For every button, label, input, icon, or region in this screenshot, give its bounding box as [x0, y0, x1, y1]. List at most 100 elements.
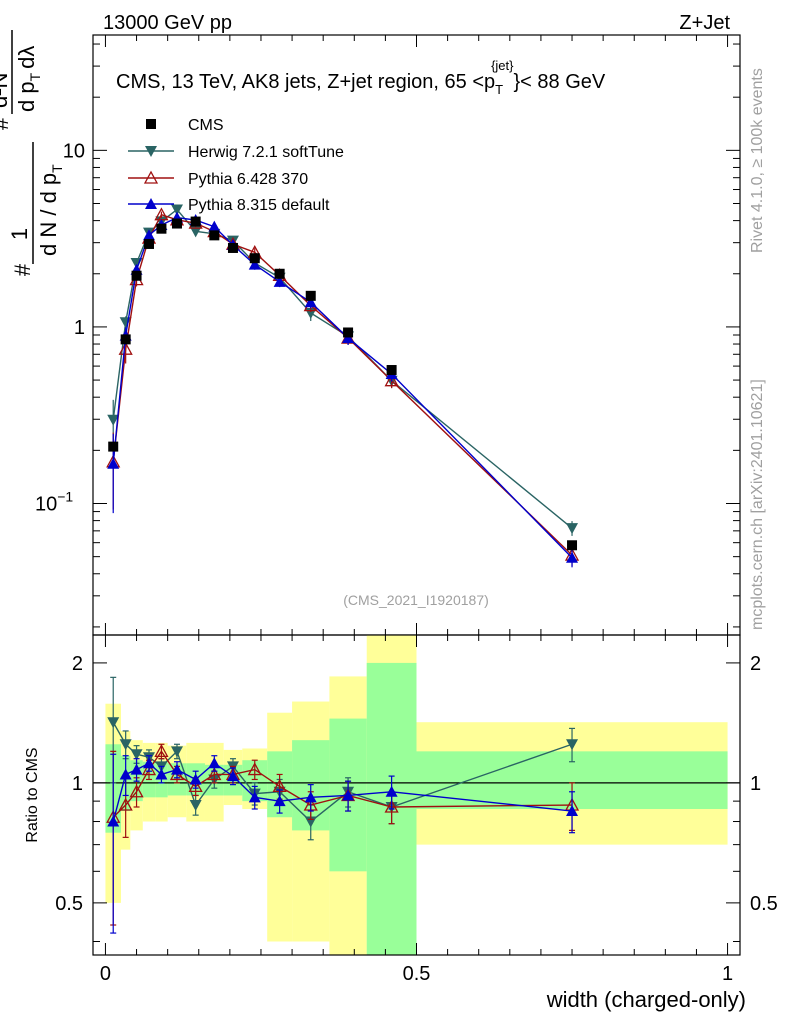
y-axis-ratio-label: Ratio to CMS: [24, 747, 41, 842]
ylabel-den-hash: #: [0, 117, 13, 130]
point-pythia-main-11: [304, 296, 317, 308]
band-green-13: [366, 662, 417, 955]
y-tick-label-main-2: 10−1: [35, 488, 73, 515]
point-pythia-main-10: [273, 275, 286, 287]
ylabel-frac-den: d pTdλ: [14, 46, 43, 112]
y-tick-label-ratio-right-0: 2: [750, 653, 761, 675]
point-pythia-ratio-1: [118, 797, 133, 811]
point-pythia-main-7: [208, 220, 221, 232]
header-right-label: Z+Jet: [679, 12, 730, 34]
plot-title-prefix: CMS, 13 TeV, AK8 jets, Z+jet region, 65 …: [116, 71, 495, 93]
legend-marker-0: [146, 119, 156, 129]
ylabel-frac-den-text: d p: [14, 81, 39, 112]
y-tick-label-main-0: 10: [63, 140, 85, 162]
point-pythia-ratio-7: [207, 767, 222, 781]
point-cms-1: [120, 334, 131, 345]
header-left-label: 13000 GeV pp: [103, 12, 232, 34]
legend-marker-1: [145, 146, 157, 157]
point-pythia-ratio-1: [119, 768, 132, 780]
point-pythia-main-9: [248, 258, 261, 270]
x-tick-label-1: 0.5: [403, 963, 431, 985]
series-main-0: [107, 204, 579, 536]
point-cms-9: [249, 253, 260, 264]
ylabel-den-text: d N / d p: [36, 173, 61, 256]
band-yellow-10: [267, 712, 293, 942]
plot-title: CMS, 13 TeV, AK8 jets, Z+jet region, 65 …: [116, 58, 606, 97]
x-tick-label-2: 1: [722, 963, 733, 985]
point-pythia-ratio-6: [189, 773, 202, 785]
point-pythia-main-3: [142, 229, 155, 241]
legend-label-2: Pythia 6.428 370: [188, 171, 308, 188]
point-pythia-ratio-12: [342, 789, 355, 801]
legend-label-3: Pythia 8.315 default: [188, 197, 330, 214]
point-cms-8: [227, 242, 238, 253]
y-tick-label-ratio-left-1: 1: [72, 773, 83, 795]
point-herwig-main-6: [189, 226, 202, 238]
ylabel-hash: #: [10, 263, 35, 276]
point-pythia-ratio-4: [155, 768, 168, 780]
point-herwig-ratio-0: [107, 717, 120, 729]
point-pythia-main-1: [118, 341, 133, 355]
point-pythia-ratio-8: [226, 770, 239, 782]
x-tick-label-0: 0: [100, 963, 111, 985]
x-axis-label: width (charged-only): [546, 987, 746, 1012]
point-pythia-ratio-9: [247, 762, 262, 776]
point-cms-5: [171, 218, 182, 229]
point-pythia-ratio-2: [130, 763, 143, 775]
point-pythia-main-0: [107, 457, 120, 469]
point-cms-0: [108, 441, 119, 452]
y-tick-label-ratio-right-1: 1: [750, 773, 761, 795]
ylabel-den-sub: T: [49, 164, 65, 173]
point-pythia-ratio-4: [154, 743, 169, 757]
legend-marker-3: [145, 198, 157, 209]
point-cms-6: [190, 216, 201, 227]
legend: CMS Herwig 7.2.1 softTune Pythia 6.428 370…: [128, 117, 344, 214]
point-pythia-ratio-7: [208, 757, 221, 769]
point-pythia-ratio-9: [248, 791, 261, 803]
point-pythia-main-14: [566, 551, 579, 563]
analysis-id-label: (CMS_2021_I1920187): [343, 592, 489, 608]
point-herwig-ratio-2: [130, 749, 143, 761]
point-cms-12: [343, 327, 354, 338]
ylabel-frac-den-tail: dλ: [14, 46, 39, 69]
point-pythia-ratio-0: [107, 815, 120, 827]
point-cms-10: [274, 268, 285, 279]
y-tick-label-ratio-left-2: 0.5: [55, 893, 83, 915]
series-line-main: [112, 213, 573, 556]
plot-title-sup: {jet}: [491, 58, 514, 73]
point-cms-3: [143, 238, 154, 249]
plot-title-sub: T: [495, 82, 503, 97]
point-pythia-ratio-3: [141, 762, 157, 776]
plot-title-suffix: }< 88 GeV: [514, 71, 606, 93]
series-line-main: [112, 216, 573, 559]
point-pythia-ratio-6: [188, 779, 203, 793]
main-plot: 10 1 10−1: [35, 34, 741, 636]
mcplots-label: mcplots.cern.ch [arXiv:2401.10621]: [749, 379, 766, 630]
point-pythia-ratio-11: [304, 791, 317, 803]
point-cms-4: [156, 223, 167, 234]
point-herwig-ratio-1: [119, 739, 132, 751]
legend-marker-2: [143, 170, 159, 184]
y-tick-label-main-1: 1: [74, 317, 85, 339]
point-cms-7: [209, 230, 220, 241]
y-axis-main-label: # 1 d N / d pT # d²N d pTdλ: [0, 30, 65, 276]
point-pythia-ratio-3: [142, 757, 155, 769]
point-pythia-ratio-5: [170, 763, 183, 775]
ylabel-frac-den-sub: T: [27, 72, 43, 81]
point-pythia-ratio-2: [129, 784, 144, 798]
point-herwig-main-0: [107, 414, 120, 426]
ylabel-num: 1: [7, 228, 32, 240]
point-pythia-ratio-10: [273, 795, 286, 807]
ratio-plot: 0 0.5 1 2 2 1 1 0.5 0.5: [55, 634, 778, 985]
y-tick-label-ratio-left-0: 2: [72, 653, 83, 675]
series-line-main: [112, 208, 573, 529]
point-herwig-ratio-14: [566, 739, 579, 751]
point-herwig-ratio-6: [189, 800, 202, 812]
point-pythia-ratio-13: [384, 799, 399, 813]
series-main-2: [107, 211, 579, 568]
point-pythia-ratio-14: [566, 805, 579, 817]
series-cms: [108, 216, 578, 551]
point-pythia-main-13: [384, 373, 399, 387]
legend-label-1: Herwig 7.2.1 softTune: [188, 144, 344, 161]
